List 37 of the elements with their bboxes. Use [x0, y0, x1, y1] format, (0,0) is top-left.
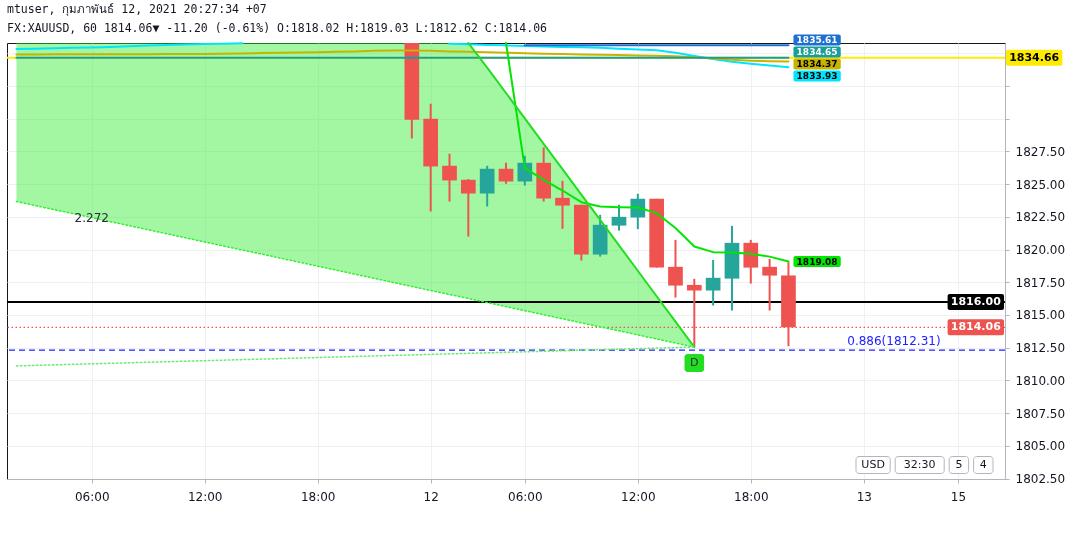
ref-line-label: 1816.00: [950, 294, 1002, 308]
x-tick-label: 12: [423, 489, 439, 504]
data-label: 1819.08: [796, 256, 838, 267]
annotation: 5: [955, 458, 963, 471]
annotation: 2.272: [74, 210, 109, 225]
x-tick-label: 06:00: [74, 489, 110, 504]
x-tick-label: 06:00: [508, 489, 543, 504]
annotation: 32:30: [903, 458, 936, 471]
x-tick-label: 18:00: [734, 489, 769, 504]
data-label: 1835.61: [796, 34, 838, 45]
data-label: 1833.93: [796, 70, 838, 81]
y-tick-label: 1817.50: [1015, 275, 1066, 290]
y-tick-label: 1810.00: [1015, 373, 1066, 388]
ref-line-label: 1814.06: [950, 320, 1002, 334]
x-tick-label: 12:00: [187, 489, 223, 504]
chart-subtitle: FX:XAUUSD, 60 1814.06▼ -11.20 (-0.61%) O:1818.02 H:1819.03 L:1812.62 C:1814.06: [7, 20, 548, 35]
x-tick-label: 12:00: [621, 489, 656, 504]
y-tick-label: 1822.50: [1015, 210, 1066, 225]
y-tick-label: 1825.00: [1015, 177, 1066, 192]
y-tick-label: 1812.50: [1015, 341, 1066, 356]
y-tick-label: 1827.50: [1015, 144, 1066, 159]
y-tick-label: 1820.00: [1015, 243, 1066, 258]
x-tick-label: 13: [856, 489, 872, 504]
y-tick-label: 1805.00: [1015, 439, 1066, 454]
data-label: D: [690, 356, 699, 370]
x-tick-label: 15: [950, 489, 967, 504]
ref-line-label: 0.886(1812.31): [847, 334, 941, 349]
y-tick-label: 1802.50: [1015, 472, 1066, 487]
x-tick-label: 18:00: [300, 489, 336, 504]
annotation: 4: [979, 458, 987, 471]
y-tick-label: 1807.50: [1015, 406, 1066, 421]
chart-title: mtuser, กุมภาพันธ์ 12, 2021 20:27:34 +07: [7, 2, 267, 17]
data-label: 1834.37: [796, 58, 838, 69]
y-tick-label: 1815.00: [1015, 308, 1066, 323]
ref-line-label: 1834.66: [1009, 50, 1060, 64]
annotation: USD: [861, 458, 885, 471]
data-label: 1834.65: [796, 46, 838, 57]
